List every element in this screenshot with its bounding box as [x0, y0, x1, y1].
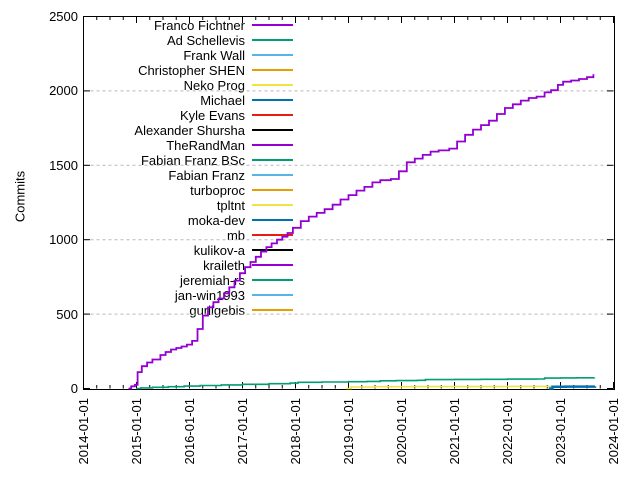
- legend-line-sample: [252, 174, 293, 176]
- legend-line-sample: [252, 24, 293, 26]
- legend-label-kulikov-a: kulikov-a: [193, 242, 245, 258]
- x-tick-label: 2014-01-01: [75, 398, 91, 465]
- x-tick-label: 2018-01-01: [287, 398, 303, 465]
- legend-line-sample: [252, 69, 293, 71]
- legend-line-sample: [252, 54, 293, 56]
- x-tick-label: 2024-01-01: [605, 398, 621, 465]
- legend-label-neko-prog: Neko Prog: [183, 77, 245, 93]
- y-tick-label: 2500: [49, 9, 78, 24]
- legend-line-sample: [252, 234, 293, 236]
- legend-line-sample: [252, 129, 293, 131]
- legend-label-fabian-franz-bsc: Fabian Franz BSc: [140, 152, 245, 168]
- y-tick-label: 1500: [49, 157, 78, 173]
- legend-line-sample: [252, 189, 293, 191]
- y-axis-title: Commits: [12, 170, 28, 223]
- x-tick-label: 2016-01-01: [181, 398, 197, 465]
- x-tick-label: 2017-01-01: [234, 398, 250, 465]
- legend-line-sample: [252, 219, 293, 221]
- x-tick-label: 2021-01-01: [446, 398, 462, 465]
- legend-line-sample: [252, 249, 293, 251]
- x-tick-label: 2020-01-01: [393, 398, 409, 465]
- legend-label-kraileth: kraileth: [203, 257, 245, 273]
- x-tick-label: 2022-01-01: [499, 398, 515, 465]
- y-tick-label: 1000: [49, 232, 78, 248]
- legend-line-sample: [252, 144, 293, 146]
- legend-label-michael: Michael: [200, 92, 245, 108]
- y-tick-label: 0: [70, 381, 78, 396]
- x-tick-label: 2023-01-01: [552, 398, 568, 465]
- legend-label-ad-schellevis: Ad Schellevis: [166, 32, 245, 48]
- legend-line-sample: [252, 99, 293, 101]
- legend-label-gurligebis: gurligebis: [189, 302, 245, 318]
- legend-label-franco-fichtner: Franco Fichtner: [153, 17, 245, 33]
- legend-label-moka-dev: moka-dev: [187, 212, 245, 228]
- legend-line-sample: [252, 114, 293, 116]
- legend-line-sample: [252, 264, 293, 266]
- legend-line-sample: [252, 204, 293, 206]
- x-tick-label: 2019-01-01: [340, 398, 356, 465]
- legend-label-frank-wall: Frank Wall: [183, 47, 245, 63]
- legend-line-sample: [252, 84, 293, 86]
- legend-label-christopher-shen: Christopher SHEN: [138, 62, 245, 78]
- y-tick-label: 500: [56, 306, 78, 322]
- legend-line-sample: [252, 39, 293, 41]
- legend-label-mb: mb: [226, 227, 245, 243]
- x-tick-label: 2015-01-01: [128, 398, 144, 465]
- legend-label-jan-win1993: jan-win1993: [174, 287, 245, 303]
- legend-line-sample: [252, 309, 293, 311]
- legend-line-sample: [252, 159, 293, 161]
- y-tick-label: 2000: [49, 83, 78, 99]
- legend-line-sample: [252, 279, 293, 281]
- legend-label-kyle-evans: Kyle Evans: [179, 107, 245, 123]
- legend-label-tpltnt: tpltnt: [216, 197, 245, 213]
- legend-label-alexander-shursha: Alexander Shursha: [134, 122, 245, 138]
- legend-label-turboproc: turboproc: [190, 182, 245, 198]
- legend-label-fabian-franz: Fabian Franz: [168, 167, 245, 183]
- legend-label-jeremiah-rs: jeremiah-rs: [179, 272, 245, 288]
- legend-label-therandman: TheRandMan: [166, 137, 245, 153]
- legend-line-sample: [252, 294, 293, 296]
